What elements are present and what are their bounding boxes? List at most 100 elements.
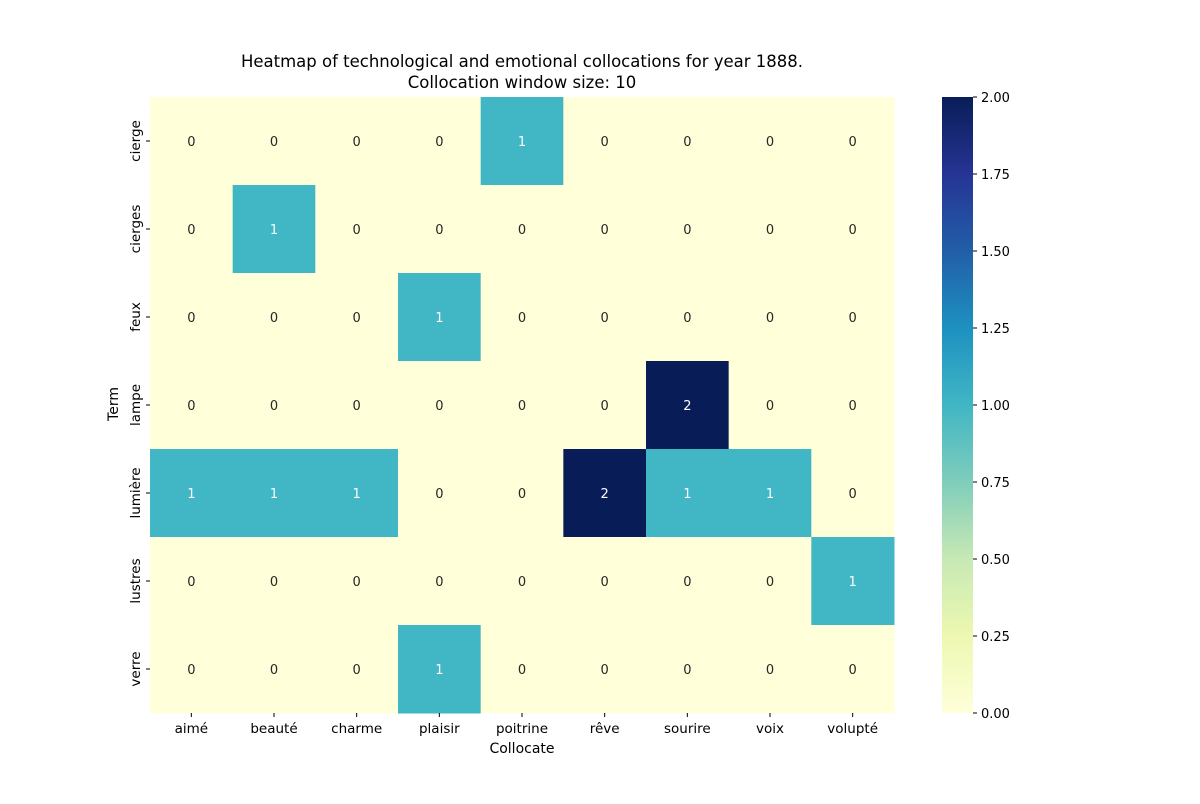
cell-value-label: 0	[270, 311, 278, 326]
heatmap-cell	[315, 449, 399, 538]
heatmap-cell	[480, 273, 564, 362]
cell-value-label: 0	[353, 223, 361, 238]
heatmap-cell	[646, 537, 730, 626]
cell-value-label: 1	[435, 663, 443, 678]
cell-value-label: 0	[683, 575, 691, 590]
cell-value-label: 2	[601, 487, 609, 502]
cell-value-label: 0	[849, 487, 857, 502]
cell-value-label: 1	[766, 487, 774, 502]
cell-value-label: 0	[518, 311, 526, 326]
y-tick-label: lumière	[128, 467, 144, 518]
heatmap-cell	[232, 273, 316, 362]
cell-value-label: 0	[683, 223, 691, 238]
heatmap-cell	[398, 273, 482, 362]
cell-value-label: 0	[518, 223, 526, 238]
heatmap-cell	[232, 625, 316, 714]
colorbar-tick-label: 0.25	[981, 630, 1010, 645]
x-axis-label: Collocate	[489, 741, 554, 757]
x-tick-label: poitrine	[496, 721, 548, 737]
heatmap-cell	[480, 361, 564, 450]
colorbar-tick-label: 2.00	[981, 91, 1010, 106]
heatmap-cell	[150, 273, 234, 362]
cell-value-label: 0	[187, 311, 195, 326]
cell-value-label: 1	[518, 135, 526, 150]
cell-value-label: 0	[849, 311, 857, 326]
colorbar-tick-label: 1.50	[981, 245, 1010, 260]
x-tick-label: plaisir	[419, 721, 460, 737]
heatmap-cell	[646, 361, 730, 450]
x-tick-label: aimé	[175, 721, 208, 737]
cell-value-label: 0	[435, 575, 443, 590]
heatmap-cell	[563, 449, 647, 538]
cell-value-label: 0	[353, 311, 361, 326]
heatmap-cell	[232, 97, 316, 186]
cell-value-label: 0	[270, 135, 278, 150]
heatmap-cell	[563, 625, 647, 714]
heatmap-cell	[315, 361, 399, 450]
cell-value-label: 0	[683, 135, 691, 150]
heatmap-cell	[150, 185, 234, 274]
heatmap-cell	[398, 449, 482, 538]
cell-value-label: 0	[766, 311, 774, 326]
heatmap-cell	[563, 361, 647, 450]
cell-value-label: 0	[601, 223, 609, 238]
heatmap-cell	[315, 625, 399, 714]
colorbar-tick-label: 1.75	[981, 168, 1010, 183]
cell-value-label: 0	[187, 399, 195, 414]
y-tick-label: lustres	[128, 558, 144, 603]
y-tick-label: cierge	[128, 120, 144, 162]
cell-value-label: 0	[601, 399, 609, 414]
heatmap-cell	[315, 273, 399, 362]
heatmap-cell	[646, 625, 730, 714]
heatmap-cell	[398, 97, 482, 186]
cell-value-label: 0	[601, 135, 609, 150]
cell-value-label: 0	[435, 487, 443, 502]
cell-value-label: 1	[849, 575, 857, 590]
heatmap-cell	[728, 537, 812, 626]
heatmap-cell	[728, 97, 812, 186]
heatmap-cell	[232, 537, 316, 626]
heatmap-cell	[563, 97, 647, 186]
heatmap-cell	[315, 537, 399, 626]
cell-value-label: 0	[601, 575, 609, 590]
cell-value-label: 0	[353, 663, 361, 678]
y-tick-label: feux	[128, 302, 144, 332]
cell-value-label: 0	[849, 399, 857, 414]
cell-value-label: 0	[766, 575, 774, 590]
cell-value-label: 0	[518, 663, 526, 678]
colorbar-tick-label: 0.50	[981, 553, 1010, 568]
heatmap-cell	[150, 625, 234, 714]
heatmap-cell	[480, 449, 564, 538]
cell-value-label: 1	[435, 311, 443, 326]
heatmap-cell	[811, 537, 895, 626]
y-tick-label: lampe	[128, 384, 144, 426]
y-tick-label: verre	[128, 651, 144, 686]
cell-value-label: 0	[766, 399, 774, 414]
heatmap-cell	[232, 361, 316, 450]
heatmap-cell	[232, 449, 316, 538]
heatmap-cell	[398, 361, 482, 450]
heatmap-cell	[811, 185, 895, 274]
cell-value-label: 0	[353, 575, 361, 590]
cell-value-label: 0	[518, 487, 526, 502]
heatmap-cell	[728, 273, 812, 362]
cell-value-label: 0	[187, 135, 195, 150]
cell-value-label: 0	[601, 663, 609, 678]
heatmap-cell	[480, 97, 564, 186]
colorbar-tick-label: 1.00	[981, 399, 1010, 414]
heatmap-cell	[480, 185, 564, 274]
cell-value-label: 1	[187, 487, 195, 502]
x-tick-label: volupté	[827, 721, 878, 737]
heatmap-cell	[398, 625, 482, 714]
heatmap-cell	[150, 97, 234, 186]
cell-value-label: 1	[353, 487, 361, 502]
cell-value-label: 0	[187, 575, 195, 590]
heatmap-cell	[646, 185, 730, 274]
x-tick-label: charme	[331, 721, 382, 737]
heatmap-cell	[563, 273, 647, 362]
cell-value-label: 1	[270, 487, 278, 502]
cell-value-label: 0	[187, 663, 195, 678]
cell-value-label: 0	[683, 663, 691, 678]
cell-value-label: 0	[849, 223, 857, 238]
